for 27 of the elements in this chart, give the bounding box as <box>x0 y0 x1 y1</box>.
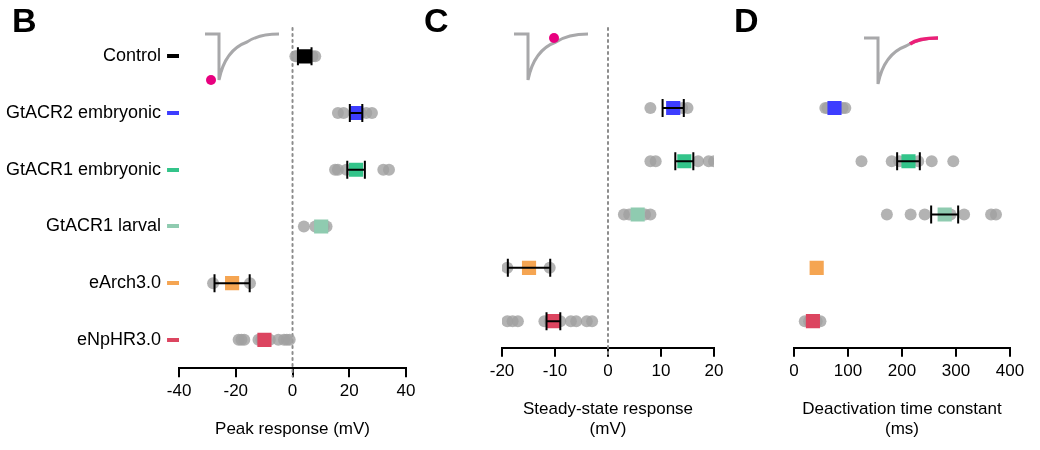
x-tick-label: 200 <box>887 360 917 380</box>
x-tick-label: -40 <box>166 381 192 401</box>
x-tick-label: 400 <box>995 360 1025 380</box>
y-tick-label: Control <box>103 45 162 66</box>
y-tick-label: eNpHR3.0 <box>77 328 162 349</box>
x-tick-label: 0 <box>287 381 298 401</box>
x-tick-label: 0 <box>789 360 799 380</box>
x-tick-label: 40 <box>396 381 416 401</box>
x-axis-title: Peak response (mV) <box>215 419 370 439</box>
y-tick-label: GtACR1 embryonic <box>5 158 162 179</box>
chart-title: B <box>12 1 37 40</box>
chart-title: D <box>734 1 759 40</box>
x-tick-label: 100 <box>833 360 863 380</box>
x-axis-title: Steady-state response (mV) <box>522 399 694 439</box>
x-tick-label: -20 <box>223 381 249 401</box>
x-tick-label: -10 <box>542 360 568 380</box>
x-tick-label: -20 <box>489 360 515 380</box>
x-tick-label: 20 <box>704 360 724 380</box>
x-tick-label: 10 <box>651 360 671 380</box>
chart-title: C <box>424 1 449 40</box>
x-tick-label: 0 <box>603 360 613 380</box>
x-tick-label: 300 <box>941 360 971 380</box>
y-tick-label: eArch3.0 <box>89 272 162 293</box>
y-tick-label: GtACR1 larval <box>46 215 162 236</box>
x-tick-label: 20 <box>339 381 359 401</box>
x-axis-title: Deactivation time constant (ms) <box>802 399 1002 439</box>
y-tick-label: GtACR2 embryonic <box>5 102 162 123</box>
